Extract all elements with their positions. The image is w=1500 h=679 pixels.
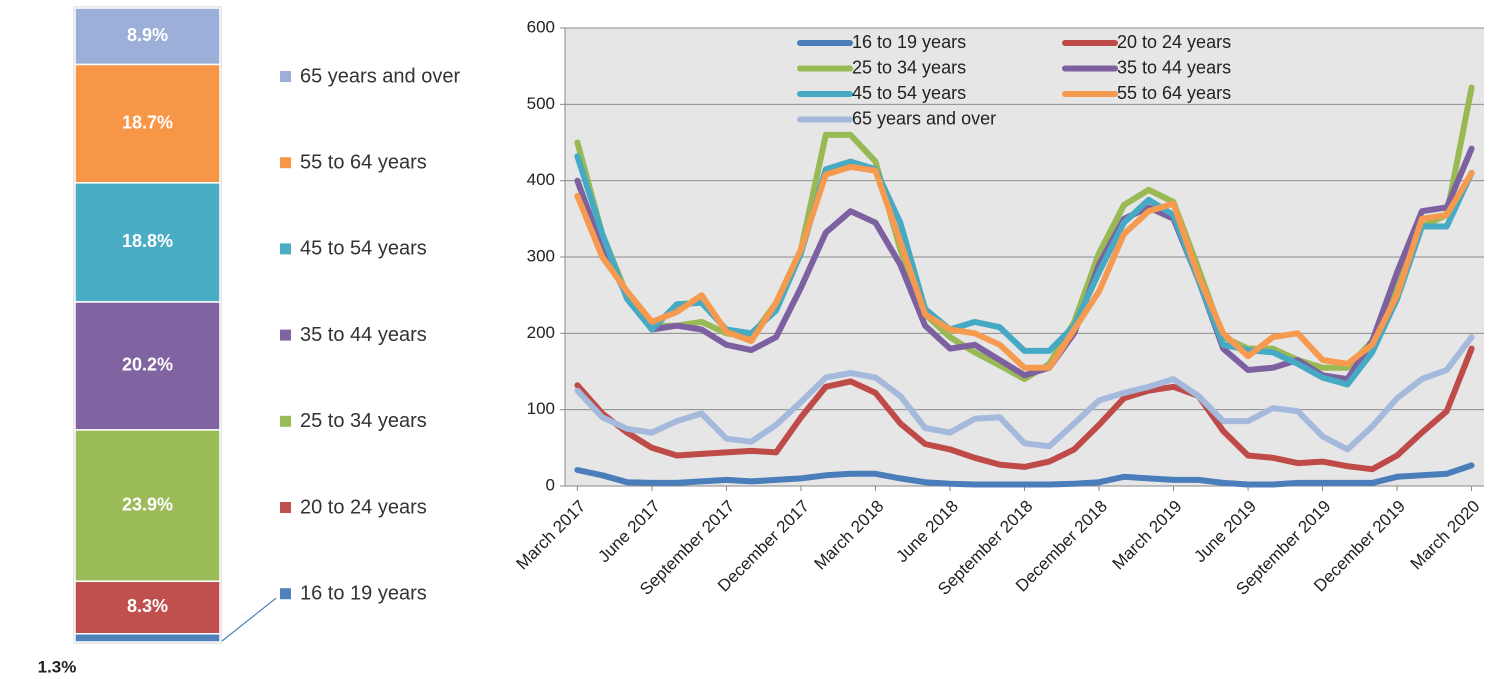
legend-label: 65 years and over (300, 65, 460, 87)
bar-segment (74, 633, 221, 643)
segment-label: 23.9% (122, 494, 173, 514)
legend-swatch (280, 243, 291, 255)
legend-swatch (280, 157, 291, 169)
legend-label: 25 to 34 years (300, 410, 427, 432)
legend-label: 20 to 24 years (300, 496, 427, 518)
y-tick-label: 0 (546, 475, 555, 494)
series-line (574, 462, 1475, 488)
segment-label: 8.3% (127, 596, 168, 616)
x-tick-label: June 2018 (892, 497, 962, 567)
legend-label: 16 to 19 years (852, 32, 966, 52)
legend-label: 65 years and over (852, 108, 996, 128)
series-line (574, 345, 1475, 473)
legend-label: 45 to 54 years (300, 238, 427, 260)
legend-swatch (280, 502, 291, 513)
x-tick-label: March 2018 (811, 497, 888, 574)
segment-label: 1.3% (38, 657, 77, 676)
segment-label: 20.2% (122, 355, 173, 375)
series-line (574, 163, 1475, 371)
segment-label: 18.7% (122, 112, 173, 132)
x-tick-label: March 2019 (1109, 497, 1186, 574)
bar-segment (74, 7, 221, 66)
legend-label: 25 to 34 years (852, 57, 966, 77)
legend-label: 55 to 64 years (1117, 83, 1231, 103)
share-chart: 1.3% 16 to 19 years 8.3% 20 to 24 years 23.9… (38, 6, 460, 676)
legend-swatch (280, 71, 291, 82)
x-tick-label: June 2017 (594, 497, 664, 567)
bar-segment (74, 429, 221, 582)
x-tick-label: March 2020 (1407, 497, 1484, 574)
legend-label: 16 to 19 years (300, 582, 427, 604)
y-tick-label: 500 (527, 94, 555, 113)
legend-label: 45 to 54 years (852, 83, 966, 103)
legend-swatch (280, 415, 291, 427)
legend-label: 55 to 64 years (300, 151, 427, 173)
x-tick-label: March 2017 (512, 497, 589, 574)
y-tick-label: 200 (527, 323, 555, 342)
series-line (574, 334, 1475, 453)
x-tick-label: June 2019 (1190, 497, 1260, 567)
legend-swatch (280, 588, 291, 600)
y-tick-label: 400 (527, 170, 555, 189)
legend-label: 20 to 24 years (1117, 32, 1231, 52)
legend-label: 35 to 44 years (1117, 57, 1231, 77)
segment-label: 18.8% (122, 231, 173, 251)
bar-frame (73, 6, 222, 644)
bar-segment (74, 182, 221, 303)
bar-segment (74, 63, 221, 184)
legend-swatch (280, 329, 291, 341)
segment-label: 8.9% (127, 25, 168, 45)
y-tick-label: 600 (527, 17, 555, 36)
y-tick-label: 300 (527, 246, 555, 265)
leader-line (221, 597, 277, 642)
y-tick-label: 100 (527, 399, 555, 418)
legend-label: 35 to 44 years (300, 324, 427, 346)
